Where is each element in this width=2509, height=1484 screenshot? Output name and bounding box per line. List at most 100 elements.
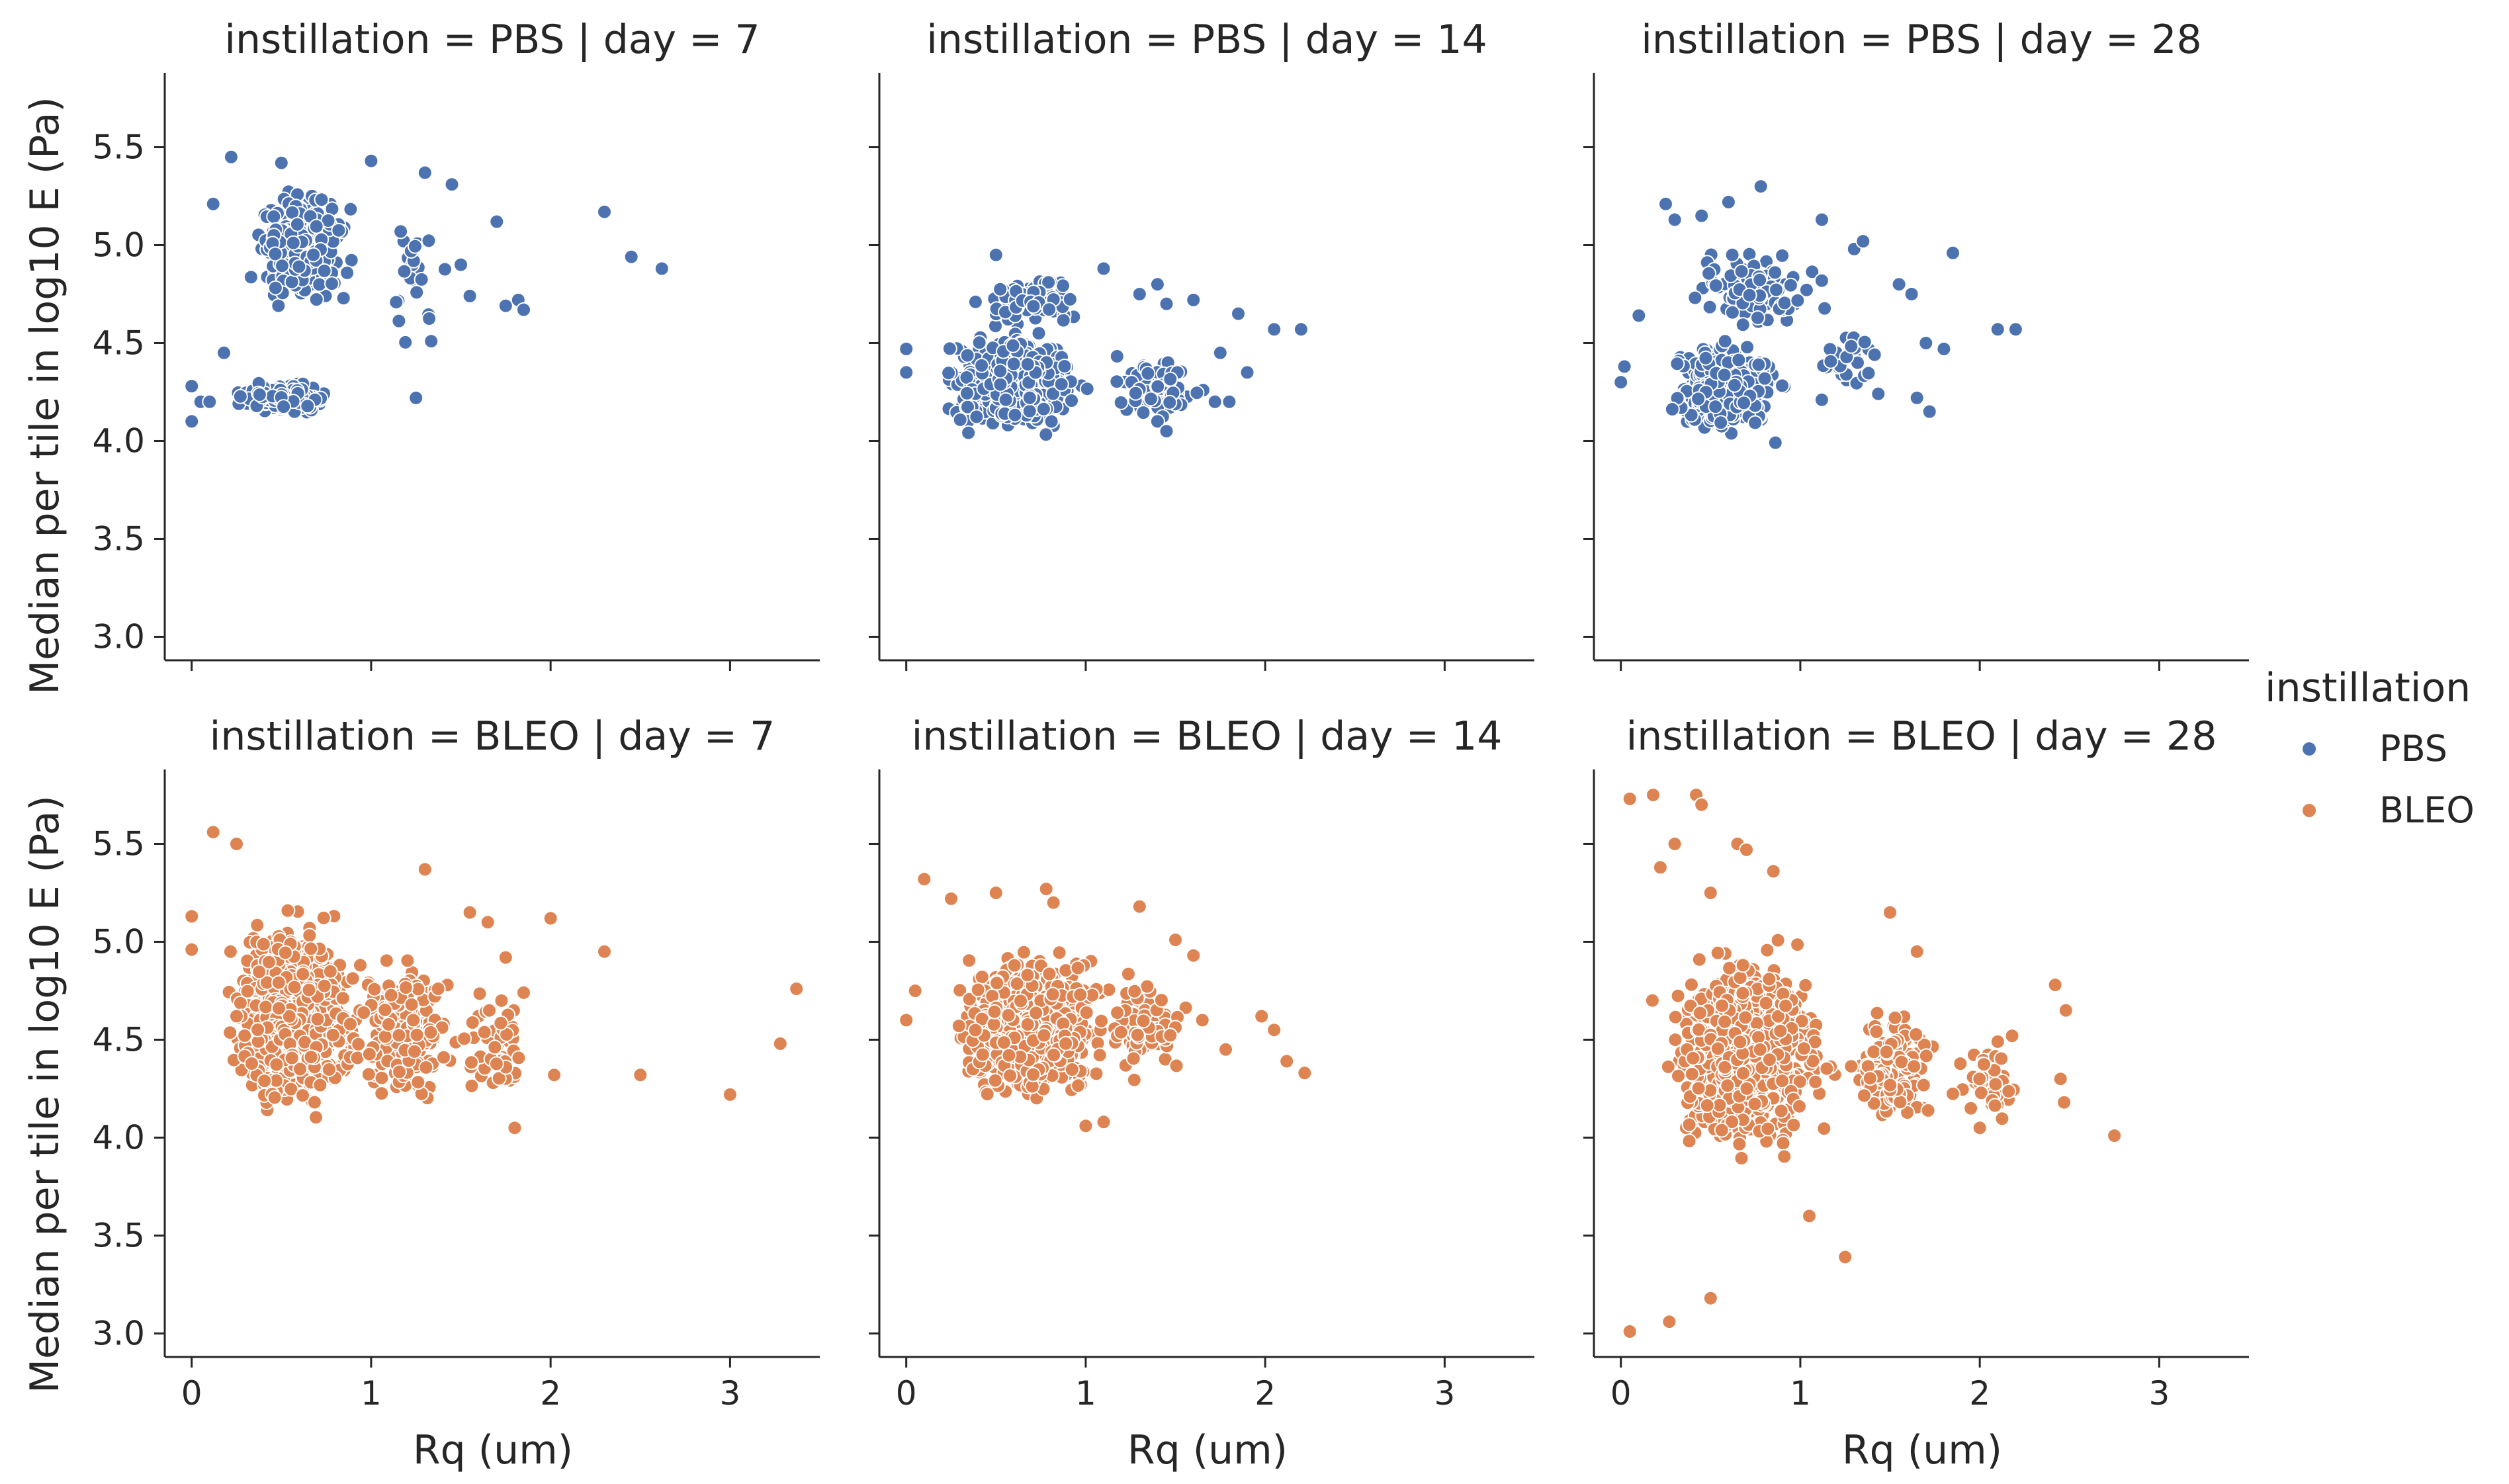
data-point	[414, 271, 429, 287]
data-point	[1790, 937, 1806, 953]
data-point	[308, 1110, 324, 1125]
data-point	[498, 949, 513, 965]
data-point	[1140, 365, 1156, 381]
data-point	[1026, 298, 1041, 314]
data-point	[1887, 1010, 1903, 1026]
x-axis-label-col-2: Rq (um)	[1127, 1427, 1288, 1473]
data-point	[1783, 277, 1798, 293]
data-point	[1022, 390, 1037, 406]
data-point	[1669, 356, 1685, 372]
data-point	[398, 980, 414, 996]
data-point	[1752, 272, 1768, 288]
data-point	[1113, 1024, 1129, 1040]
data-point	[989, 975, 1005, 991]
data-point	[1684, 1066, 1700, 1082]
data-point	[516, 302, 531, 318]
data-point	[1109, 349, 1125, 364]
data-point	[1761, 971, 1777, 987]
data-point	[444, 177, 460, 193]
data-point	[1909, 943, 1925, 959]
data-point	[1691, 1080, 1706, 1096]
data-point	[1006, 957, 1022, 973]
data-point	[493, 1015, 509, 1031]
data-point	[772, 1035, 788, 1051]
data-point	[633, 1067, 648, 1083]
data-point	[388, 294, 404, 310]
data-point	[1064, 1062, 1080, 1077]
data-point	[1736, 395, 1752, 411]
data-point	[547, 1067, 562, 1083]
data-point	[1882, 904, 1898, 920]
data-point	[222, 1025, 238, 1041]
data-point	[308, 292, 324, 308]
data-point	[992, 281, 1008, 297]
data-point	[1732, 1034, 1748, 1050]
data-point	[1857, 334, 1872, 350]
data-point	[229, 836, 244, 851]
data-point	[464, 1015, 480, 1030]
data-point	[1221, 394, 1237, 410]
data-point	[417, 861, 433, 877]
data-point	[1113, 394, 1129, 410]
data-point	[1168, 932, 1183, 947]
data-point	[300, 398, 316, 414]
data-point	[1045, 986, 1061, 1002]
data-point	[974, 969, 990, 985]
data-point	[1129, 1027, 1145, 1043]
data-point	[1664, 402, 1680, 417]
data-point	[969, 409, 985, 425]
y-axis-label-top: Median per tile in log10 E (Pa)	[22, 97, 68, 695]
data-point	[2004, 1028, 2020, 1044]
data-point	[2107, 1128, 2123, 1143]
data-point	[974, 357, 990, 373]
data-point	[343, 201, 359, 217]
data-point	[1751, 357, 1767, 372]
scatter-points	[899, 247, 1309, 443]
data-point	[1698, 350, 1714, 366]
data-point	[1722, 960, 1738, 976]
data-point	[1739, 1080, 1755, 1096]
data-point	[1125, 1051, 1141, 1067]
data-point	[1945, 1086, 1960, 1102]
data-point	[1007, 407, 1023, 423]
data-point	[1692, 1005, 1708, 1021]
data-point	[306, 247, 322, 263]
data-point	[1022, 403, 1037, 419]
data-point	[1057, 359, 1073, 374]
data-point	[511, 1050, 527, 1066]
data-point	[1212, 345, 1228, 361]
data-point	[462, 288, 478, 304]
data-point	[308, 218, 324, 234]
data-point	[543, 910, 558, 926]
data-point	[1735, 985, 1751, 1001]
data-point	[1013, 993, 1028, 1009]
data-point	[516, 984, 531, 1000]
data-point	[1757, 371, 1773, 386]
data-point	[988, 247, 1004, 263]
data-point	[396, 263, 412, 279]
data-point	[1867, 347, 1882, 363]
data-point	[303, 1049, 319, 1065]
data-point	[453, 257, 468, 273]
data-point	[1717, 1014, 1733, 1029]
data-point	[979, 1086, 995, 1102]
data-point	[1297, 1065, 1313, 1081]
data-point	[1732, 1136, 1747, 1152]
data-point	[623, 249, 639, 265]
data-point	[251, 387, 267, 402]
data-point	[408, 390, 424, 406]
data-point	[1735, 957, 1751, 973]
data-point	[1990, 322, 2005, 337]
data-point	[597, 943, 612, 959]
data-point	[1131, 286, 1147, 302]
data-point	[205, 196, 221, 212]
x-tick-label: 0	[1610, 1374, 1632, 1413]
data-point	[916, 871, 932, 887]
panel-title: instillation = BLEO | day = 14	[912, 713, 1503, 760]
x-tick-label: 1	[1075, 1374, 1096, 1413]
data-point	[462, 904, 478, 920]
data-point	[286, 979, 302, 995]
data-point	[1691, 391, 1706, 407]
legend-marker-bleo	[2301, 803, 2317, 818]
data-point	[1731, 352, 1747, 368]
